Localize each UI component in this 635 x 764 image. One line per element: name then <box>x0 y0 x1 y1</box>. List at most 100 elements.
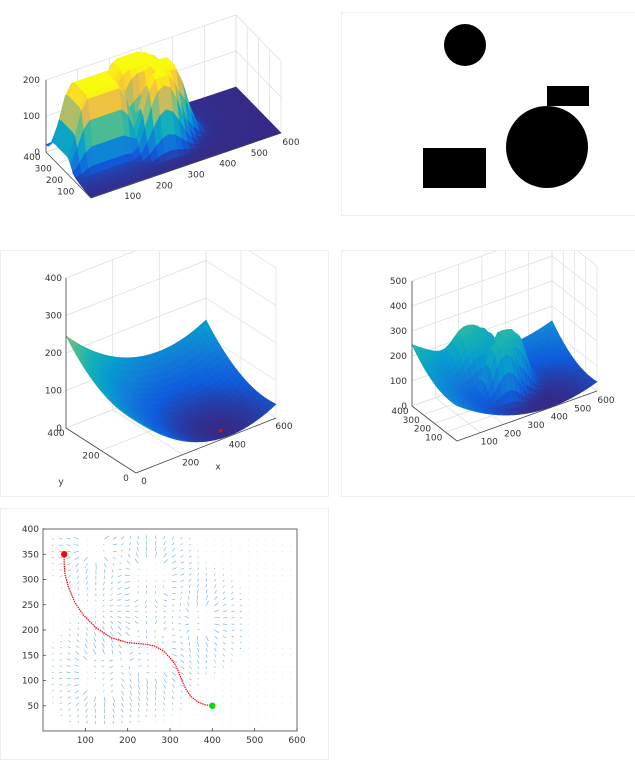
quiver-arrow <box>52 569 53 570</box>
quiver-arrow <box>103 600 104 601</box>
y-tick-label: 50 <box>28 702 40 712</box>
quiver-arrow <box>66 551 70 552</box>
quiver-arrow <box>185 616 189 618</box>
quiver-arrow <box>164 622 166 624</box>
quiver-arrow <box>103 588 104 591</box>
quiver-arrow <box>189 672 191 674</box>
quiver-arrow <box>179 616 181 617</box>
quiver-arrow <box>240 593 241 594</box>
quiver-arrow <box>94 697 96 702</box>
quiver-arrow <box>231 605 234 606</box>
quiver-arrow <box>198 623 200 624</box>
quiver-arrow <box>75 557 79 559</box>
z-tick-label: 0 <box>401 402 407 412</box>
x-tick-label: 200 <box>182 459 199 469</box>
quiver-arrow <box>102 672 104 673</box>
quiver-arrow <box>172 537 174 539</box>
quiver-arrow <box>68 646 71 648</box>
quiver-arrow <box>189 573 191 575</box>
quiver-arrow <box>179 610 180 612</box>
quiver-arrow <box>76 697 79 700</box>
y-tick-label: 300 <box>403 416 420 426</box>
x-tick-label: 200 <box>119 736 136 746</box>
quiver-arrow <box>126 568 130 570</box>
quiver-arrow <box>206 589 207 593</box>
y-tick-label: 200 <box>22 626 39 636</box>
quiver-arrow <box>181 580 184 582</box>
quiver-arrow <box>74 537 79 539</box>
quiver-arrow <box>179 630 180 631</box>
quiver-arrow <box>181 574 185 576</box>
quiver-arrow <box>189 691 190 692</box>
quiver-arrow <box>214 603 218 606</box>
quiver-arrow <box>172 548 175 551</box>
quiver-arrow <box>223 574 224 575</box>
quiver-arrow <box>121 685 124 689</box>
x-tick-label: 0 <box>141 477 147 487</box>
quiver-arrow <box>146 606 147 608</box>
quiver-arrow <box>95 721 96 724</box>
quiver-arrow <box>118 616 122 617</box>
quiver-arrow <box>214 636 218 639</box>
quiver-arrow <box>68 575 70 577</box>
quiver-arrow <box>155 606 157 608</box>
y-axis-label: y <box>58 478 64 488</box>
quiver-arrow <box>85 644 88 648</box>
quiver-arrow <box>68 569 71 571</box>
quiver-arrow <box>155 621 157 624</box>
quiver-arrow <box>214 573 215 575</box>
quiver-arrow <box>147 703 148 706</box>
quiver-arrow <box>103 616 104 618</box>
quiver-arrow <box>181 586 184 587</box>
quiver-arrow <box>147 691 148 696</box>
quiver-arrow <box>74 685 79 687</box>
quiver-arrow <box>188 596 189 600</box>
quiver-arrow <box>223 586 225 588</box>
quiver-arrow <box>59 539 62 540</box>
quiver-arrow <box>113 697 115 702</box>
quiver-arrow <box>77 709 79 712</box>
quiver-arrow <box>74 672 79 673</box>
quiver-arrow <box>172 697 173 699</box>
quiver-arrow <box>223 591 225 593</box>
quiver-arrow <box>214 596 217 599</box>
quiver-arrow <box>214 660 215 662</box>
quiver-arrow <box>147 642 148 643</box>
z-tick-label: 200 <box>390 352 407 362</box>
quiver-arrow <box>172 678 175 681</box>
quiver-arrow <box>69 629 70 630</box>
quiver-arrow <box>155 678 157 683</box>
quiver-arrow <box>69 582 71 584</box>
z-tick-label: 500 <box>390 277 407 287</box>
quiver-arrow <box>103 649 105 655</box>
quiver-arrow <box>69 721 70 722</box>
quiver-arrow <box>85 703 88 707</box>
y-tick-label: 250 <box>22 601 39 611</box>
quiver-arrow <box>76 645 79 648</box>
quiver-arrow <box>198 642 199 647</box>
quiver-arrow <box>138 691 139 696</box>
obstacle-small-rectangle <box>547 86 589 106</box>
z-tick-label: 400 <box>45 274 62 284</box>
quiver-arrow <box>223 611 227 612</box>
quiver-arrow <box>181 543 183 545</box>
quiver-arrow <box>95 715 96 719</box>
quiver-arrow <box>78 628 79 630</box>
grid-line <box>66 261 206 316</box>
quiver-arrow <box>206 642 208 647</box>
quiver-arrow <box>119 645 122 649</box>
quiver-arrow <box>77 639 79 642</box>
quiver-arrow <box>138 697 139 701</box>
quiver-arrow <box>130 659 134 661</box>
quiver-arrow <box>240 599 242 600</box>
quiver-arrow <box>84 557 88 561</box>
quiver-arrow <box>198 666 200 668</box>
quiver-arrow <box>95 621 96 624</box>
quiver-arrow <box>104 563 106 567</box>
plot-frame <box>43 529 297 731</box>
quiver-arrow <box>113 544 117 545</box>
quiver-arrow <box>214 648 216 651</box>
